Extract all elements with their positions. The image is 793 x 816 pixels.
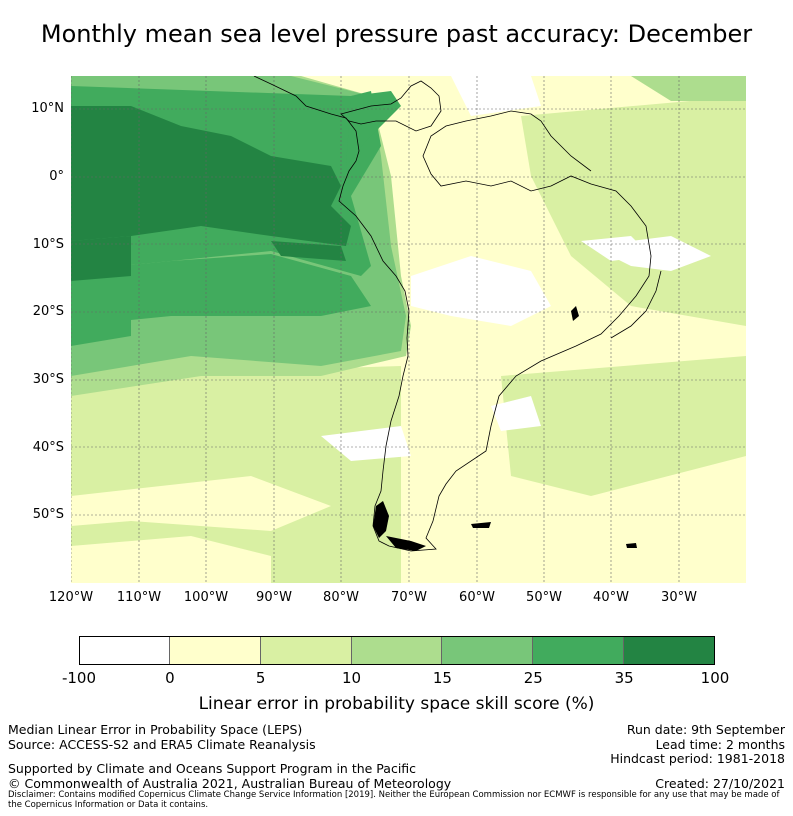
lon-label-40w: 40°W (593, 590, 629, 605)
lat-label-10s: 10°S (32, 237, 64, 252)
lon-label-60w: 60°W (459, 590, 495, 605)
coastline (253, 76, 652, 552)
footer-leps: Median Linear Error in Probability Space… (8, 722, 303, 737)
footer-source: Source: ACCESS-S2 and ERA5 Climate Reana… (8, 737, 316, 752)
colorbar-tick-label: 35 (614, 669, 634, 687)
colorbar-tick-label: 5 (255, 669, 266, 687)
colorbar-segment (169, 636, 261, 665)
run-date: Run date: 9th September (626, 722, 785, 737)
lon-label-80w: 80°W (323, 590, 359, 605)
colorbar-tick-label: 15 (432, 669, 452, 687)
colorbar-segment (533, 636, 625, 665)
disclaimer: Disclaimer: Contains modified Copernicus… (8, 790, 780, 810)
colorbar-tick-label: -100 (61, 669, 97, 687)
lat-label-30s: 30°S (32, 372, 64, 387)
lat-label-0: 0° (49, 169, 64, 184)
colorbar-frame (79, 636, 715, 665)
chart-title: Monthly mean sea level pressure past acc… (40, 20, 753, 48)
colorbar-segment (260, 636, 352, 665)
colorbar-tick-label: 25 (523, 669, 543, 687)
lead-time: Lead time: 2 months (655, 737, 785, 752)
lon-label-100w: 100°W (183, 590, 229, 605)
colorbar-tick-label: 10 (342, 669, 362, 687)
colorbar-segment (79, 636, 170, 665)
lon-label-50w: 50°W (526, 590, 562, 605)
footer-support: Supported by Climate and Oceans Support … (8, 761, 417, 776)
skill-map (71, 76, 746, 583)
colorbar-segment (442, 636, 534, 665)
footer-copyright: © Commonwealth of Australia 2021, Austra… (8, 776, 452, 791)
lat-label-50s: 50°S (32, 507, 64, 522)
lon-label-120w: 120°W (48, 590, 94, 605)
lat-label-20s: 20°S (32, 304, 64, 319)
lon-label-70w: 70°W (391, 590, 427, 605)
colorbar-tick-label: 100 (700, 669, 730, 687)
lat-label-10n: 10°N (31, 101, 64, 116)
lon-label-90w: 90°W (256, 590, 292, 605)
colorbar-tick-label: 0 (165, 669, 175, 687)
lat-label-40s: 40°S (32, 440, 64, 455)
created-date: Created: 27/10/2021 (655, 776, 785, 791)
map-canvas (71, 76, 746, 583)
colorbar-label: Linear error in probability space skill … (198, 694, 595, 714)
colorbar-segment (351, 636, 443, 665)
hindcast-period: Hindcast period: 1981-2018 (610, 751, 785, 766)
gridlines (71, 76, 746, 583)
lon-label-110w: 110°W (116, 590, 162, 605)
lon-label-30w: 30°W (661, 590, 697, 605)
